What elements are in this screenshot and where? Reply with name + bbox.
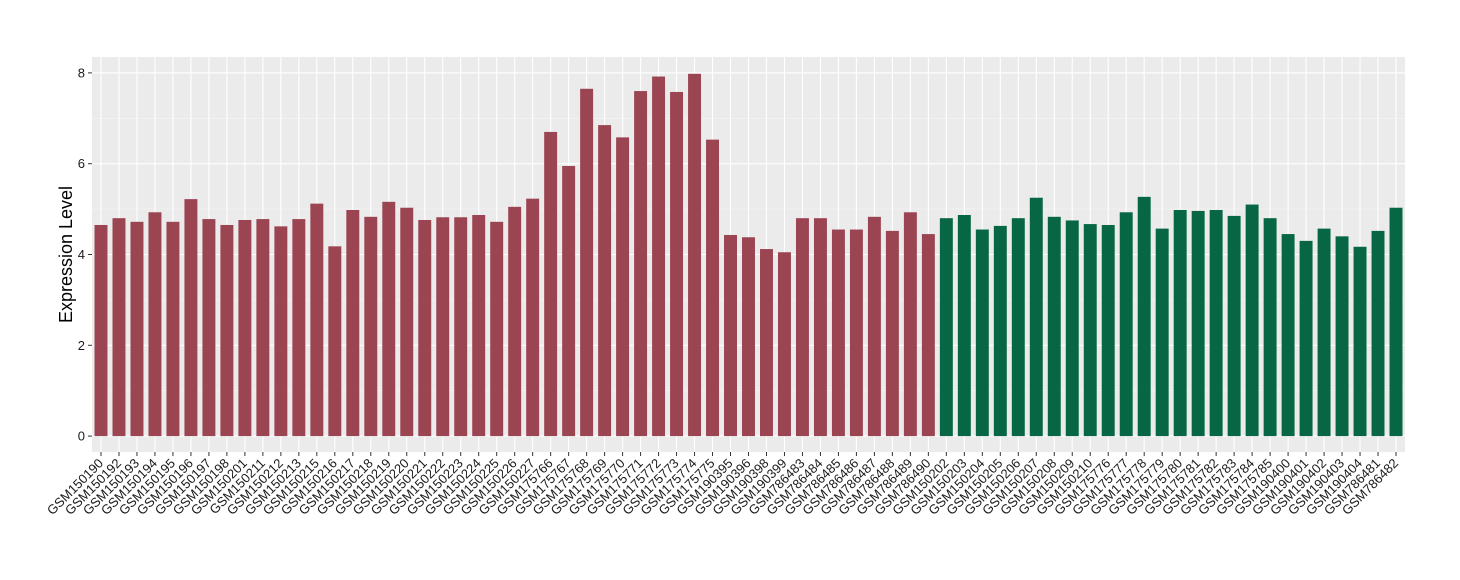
bar-gsm175782 (1209, 210, 1223, 437)
bar-gsm150221 (418, 219, 432, 437)
bar-gsm190404 (1353, 246, 1367, 437)
bars (94, 73, 1403, 437)
bar-gsm150196 (184, 199, 198, 437)
bar-gsm175768 (580, 88, 594, 437)
y-axis-title: Expression Level (56, 186, 76, 323)
bar-gsm150219 (382, 201, 396, 437)
bar-gsm175772 (652, 76, 666, 437)
bar-gsm150194 (148, 212, 162, 437)
bar-gsm190403 (1335, 236, 1349, 437)
bar-gsm150223 (454, 217, 468, 437)
bar-gsm150198 (220, 224, 234, 437)
bar-gsm150206 (1011, 218, 1025, 437)
bar-gsm150205 (993, 225, 1007, 437)
bar-gsm150204 (975, 229, 989, 437)
y-tick-label: 2 (78, 338, 85, 353)
bar-gsm150193 (130, 221, 144, 437)
bar-gsm150201 (238, 219, 252, 437)
bar-gsm786487 (867, 216, 881, 437)
bar-gsm150225 (490, 221, 504, 437)
y-tick-label: 4 (78, 247, 85, 262)
bar-gsm786485 (831, 229, 845, 437)
bar-gsm175777 (1119, 212, 1133, 437)
bar-gsm175783 (1227, 215, 1241, 437)
bar-gsm190399 (777, 252, 791, 437)
bar-gsm786484 (813, 218, 827, 437)
bar-gsm175781 (1191, 210, 1205, 437)
bar-gsm150197 (202, 219, 216, 437)
bar-gsm190401 (1299, 240, 1313, 437)
bar-gsm150203 (957, 215, 971, 437)
bar-gsm150195 (166, 221, 180, 437)
bar-gsm150208 (1047, 216, 1061, 437)
y-tick-label: 8 (78, 65, 85, 80)
bar-gsm175784 (1245, 204, 1259, 437)
bar-gsm150215 (310, 203, 324, 437)
bar-gsm175773 (670, 91, 684, 437)
bar-gsm190400 (1281, 234, 1295, 437)
bar-gsm786486 (849, 229, 863, 437)
bar-gsm150222 (436, 217, 450, 437)
bar-gsm175778 (1137, 196, 1151, 437)
bar-gsm150202 (939, 218, 953, 437)
bar-gsm175766 (544, 131, 558, 437)
bar-gsm175776 (1101, 224, 1115, 437)
y-axis: 0 2 4 6 8 (78, 65, 92, 444)
bar-gsm150207 (1029, 197, 1043, 437)
bar-gsm150217 (346, 210, 360, 437)
bar-gsm190398 (760, 249, 773, 437)
bar-gsm150212 (274, 226, 288, 437)
bar-gsm150224 (472, 215, 486, 437)
bar-gsm150209 (1065, 220, 1079, 437)
bar-gsm150211 (256, 219, 270, 437)
bar-gsm150192 (112, 218, 126, 437)
bar-gsm150220 (400, 207, 414, 437)
bar-gsm175771 (634, 91, 648, 437)
bar-gsm175780 (1173, 210, 1187, 437)
bar-gsm150190 (94, 224, 108, 437)
bar-gsm150210 (1083, 224, 1097, 437)
bar-gsm175775 (706, 139, 720, 437)
bar-gsm150218 (364, 216, 378, 437)
bar-gsm150226 (508, 206, 522, 437)
bar-gsm150216 (328, 246, 342, 437)
bar-gsm786483 (795, 218, 809, 437)
bar-gsm175767 (562, 165, 576, 437)
bar-gsm175769 (598, 125, 612, 437)
bar-gsm786489 (903, 212, 917, 437)
bar-gsm786488 (885, 230, 899, 437)
y-tick-label: 0 (78, 429, 85, 444)
bar-gsm150227 (526, 198, 540, 437)
bar-gsm175770 (616, 137, 630, 437)
bar-gsm150213 (292, 219, 306, 437)
bar-gsm786490 (921, 234, 935, 437)
bar-gsm175774 (688, 73, 702, 437)
bar-gsm190396 (742, 237, 755, 437)
bar-gsm175779 (1155, 228, 1169, 437)
x-axis: GSM150190GSM150192GSM150193GSM150194GSM1… (44, 452, 1401, 518)
y-tick-label: 6 (78, 156, 85, 171)
bar-gsm175785 (1263, 218, 1277, 437)
bar-gsm190402 (1317, 228, 1331, 437)
bar-gsm786481 (1371, 230, 1385, 437)
bar-gsm190395 (724, 234, 737, 437)
bar-gsm786482 (1389, 207, 1403, 437)
